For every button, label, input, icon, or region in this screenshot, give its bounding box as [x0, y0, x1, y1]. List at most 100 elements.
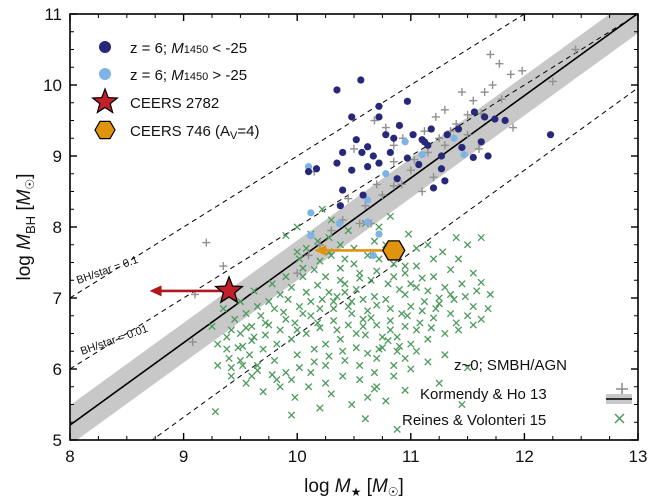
reines-point-157	[336, 335, 345, 343]
reines-cross-b	[231, 315, 239, 323]
reines-cross-b	[375, 345, 383, 353]
ratio-line-label-0.01: BH/star = 0.01	[79, 323, 150, 358]
reines-point-23	[253, 302, 262, 311]
reines-cross-b	[214, 361, 222, 370]
reines-point-200	[273, 375, 281, 384]
reines-cross-b	[307, 312, 315, 320]
reines-point-56	[259, 345, 267, 353]
reines-cross-b	[282, 273, 290, 281]
reines-cross-b	[401, 322, 409, 331]
reines-cross-b	[293, 223, 301, 231]
reines-point-55	[273, 340, 281, 348]
reines-cross-b	[477, 278, 485, 287]
reines-point-220	[352, 329, 360, 338]
reines-point-99	[404, 230, 413, 238]
reines-cross-b	[404, 230, 413, 238]
reines-cross-b	[435, 294, 443, 302]
reines-cross-b	[321, 273, 330, 281]
reines-cross-b	[310, 345, 318, 353]
reines-point-183	[295, 255, 304, 263]
reines-point-174	[435, 294, 443, 302]
bright-z6-point-17	[481, 113, 489, 121]
reines-cross-b	[344, 226, 352, 235]
kormendy-point-9	[440, 141, 449, 150]
reines-point-7	[412, 262, 421, 270]
reines-point-201	[248, 372, 256, 380]
reines-cross-b	[307, 297, 315, 306]
reines-cross-b	[401, 386, 409, 394]
reines-cross-b	[329, 304, 338, 313]
reines-point-234	[370, 368, 379, 377]
reines-point-112	[227, 326, 235, 334]
reines-cross-b	[329, 317, 338, 325]
reines-cross-b	[227, 363, 235, 372]
reines-point-73	[393, 347, 401, 355]
reines-point-37	[398, 309, 406, 318]
kormendy-point-1	[350, 144, 358, 153]
reines-point-85	[469, 269, 477, 277]
faint-z6-point-5	[364, 218, 372, 226]
kormendy-point-33	[315, 240, 324, 249]
reines-point-75	[424, 335, 432, 343]
reines-point-94	[344, 226, 352, 235]
reines-point-33	[348, 297, 356, 306]
reines-point-203	[223, 345, 231, 353]
reines-point-38	[407, 302, 415, 311]
reines-cross-b	[395, 285, 404, 294]
bright-z6-point-4	[348, 113, 356, 121]
bright-z6-point-44	[424, 141, 432, 149]
reines-cross-b	[242, 379, 250, 387]
reines-cross-b	[486, 290, 494, 299]
reines-cross-b	[393, 333, 401, 341]
reines-cross-b	[307, 368, 315, 377]
reines-point-230	[375, 345, 383, 353]
reines-cross-b	[424, 241, 432, 249]
reines-point-52	[316, 324, 324, 332]
reines-cross-b	[265, 321, 273, 329]
reines-cross-b	[386, 212, 395, 221]
reines-cross-b	[393, 425, 401, 434]
reines-cross-b	[412, 283, 421, 292]
reines-point-124	[390, 273, 398, 281]
reines-cross-b	[432, 304, 440, 313]
reines-point-163	[348, 309, 356, 318]
reines-cross-b	[463, 363, 472, 372]
ceers746-arrow-head	[314, 244, 327, 256]
reines-cross-b	[316, 304, 324, 313]
reines-cross-b	[361, 331, 370, 339]
reines-point-81	[473, 287, 481, 295]
reines-cross-b	[333, 292, 341, 301]
reines-point-5	[390, 260, 398, 268]
reines-cross-b	[327, 251, 335, 260]
kormendy-point-34	[389, 157, 398, 166]
bright-z6-point-0	[333, 86, 341, 94]
reines-point-170	[370, 292, 379, 301]
reines-cross-b	[227, 372, 235, 380]
reines-cross-b	[259, 345, 267, 353]
reines-point-47	[386, 326, 395, 334]
reines-cross-b	[363, 349, 372, 358]
kormendy-point-12	[469, 96, 478, 105]
reines-point-189	[341, 255, 349, 263]
reines-cross-b	[299, 309, 307, 318]
reines-cross-b	[295, 302, 304, 311]
reines-cross-b	[407, 280, 415, 288]
bright-z6-point-23	[369, 152, 377, 160]
reines-point-51	[329, 317, 338, 325]
reines-point-41	[450, 295, 458, 304]
reines-cross-b	[270, 356, 279, 365]
reines-cross-b	[407, 302, 415, 311]
axis-ticks: 8 9 10 11 12 13 5 6 7 8 9 10 11	[43, 5, 647, 466]
reines-cross-b	[438, 248, 447, 256]
reines-cross-b	[401, 290, 409, 299]
ratio-line-1	[70, 14, 638, 370]
reines-point-1	[327, 251, 335, 260]
reines-cross-b	[363, 307, 372, 315]
reines-point-53	[302, 329, 310, 338]
reines-cross-b	[359, 295, 367, 304]
reines-cross-b	[446, 309, 455, 318]
reines-cross-b	[219, 304, 228, 313]
bright-z6-point-16	[470, 108, 479, 116]
bright-z6-point-3	[403, 97, 411, 105]
reines-cross-b	[242, 324, 250, 332]
